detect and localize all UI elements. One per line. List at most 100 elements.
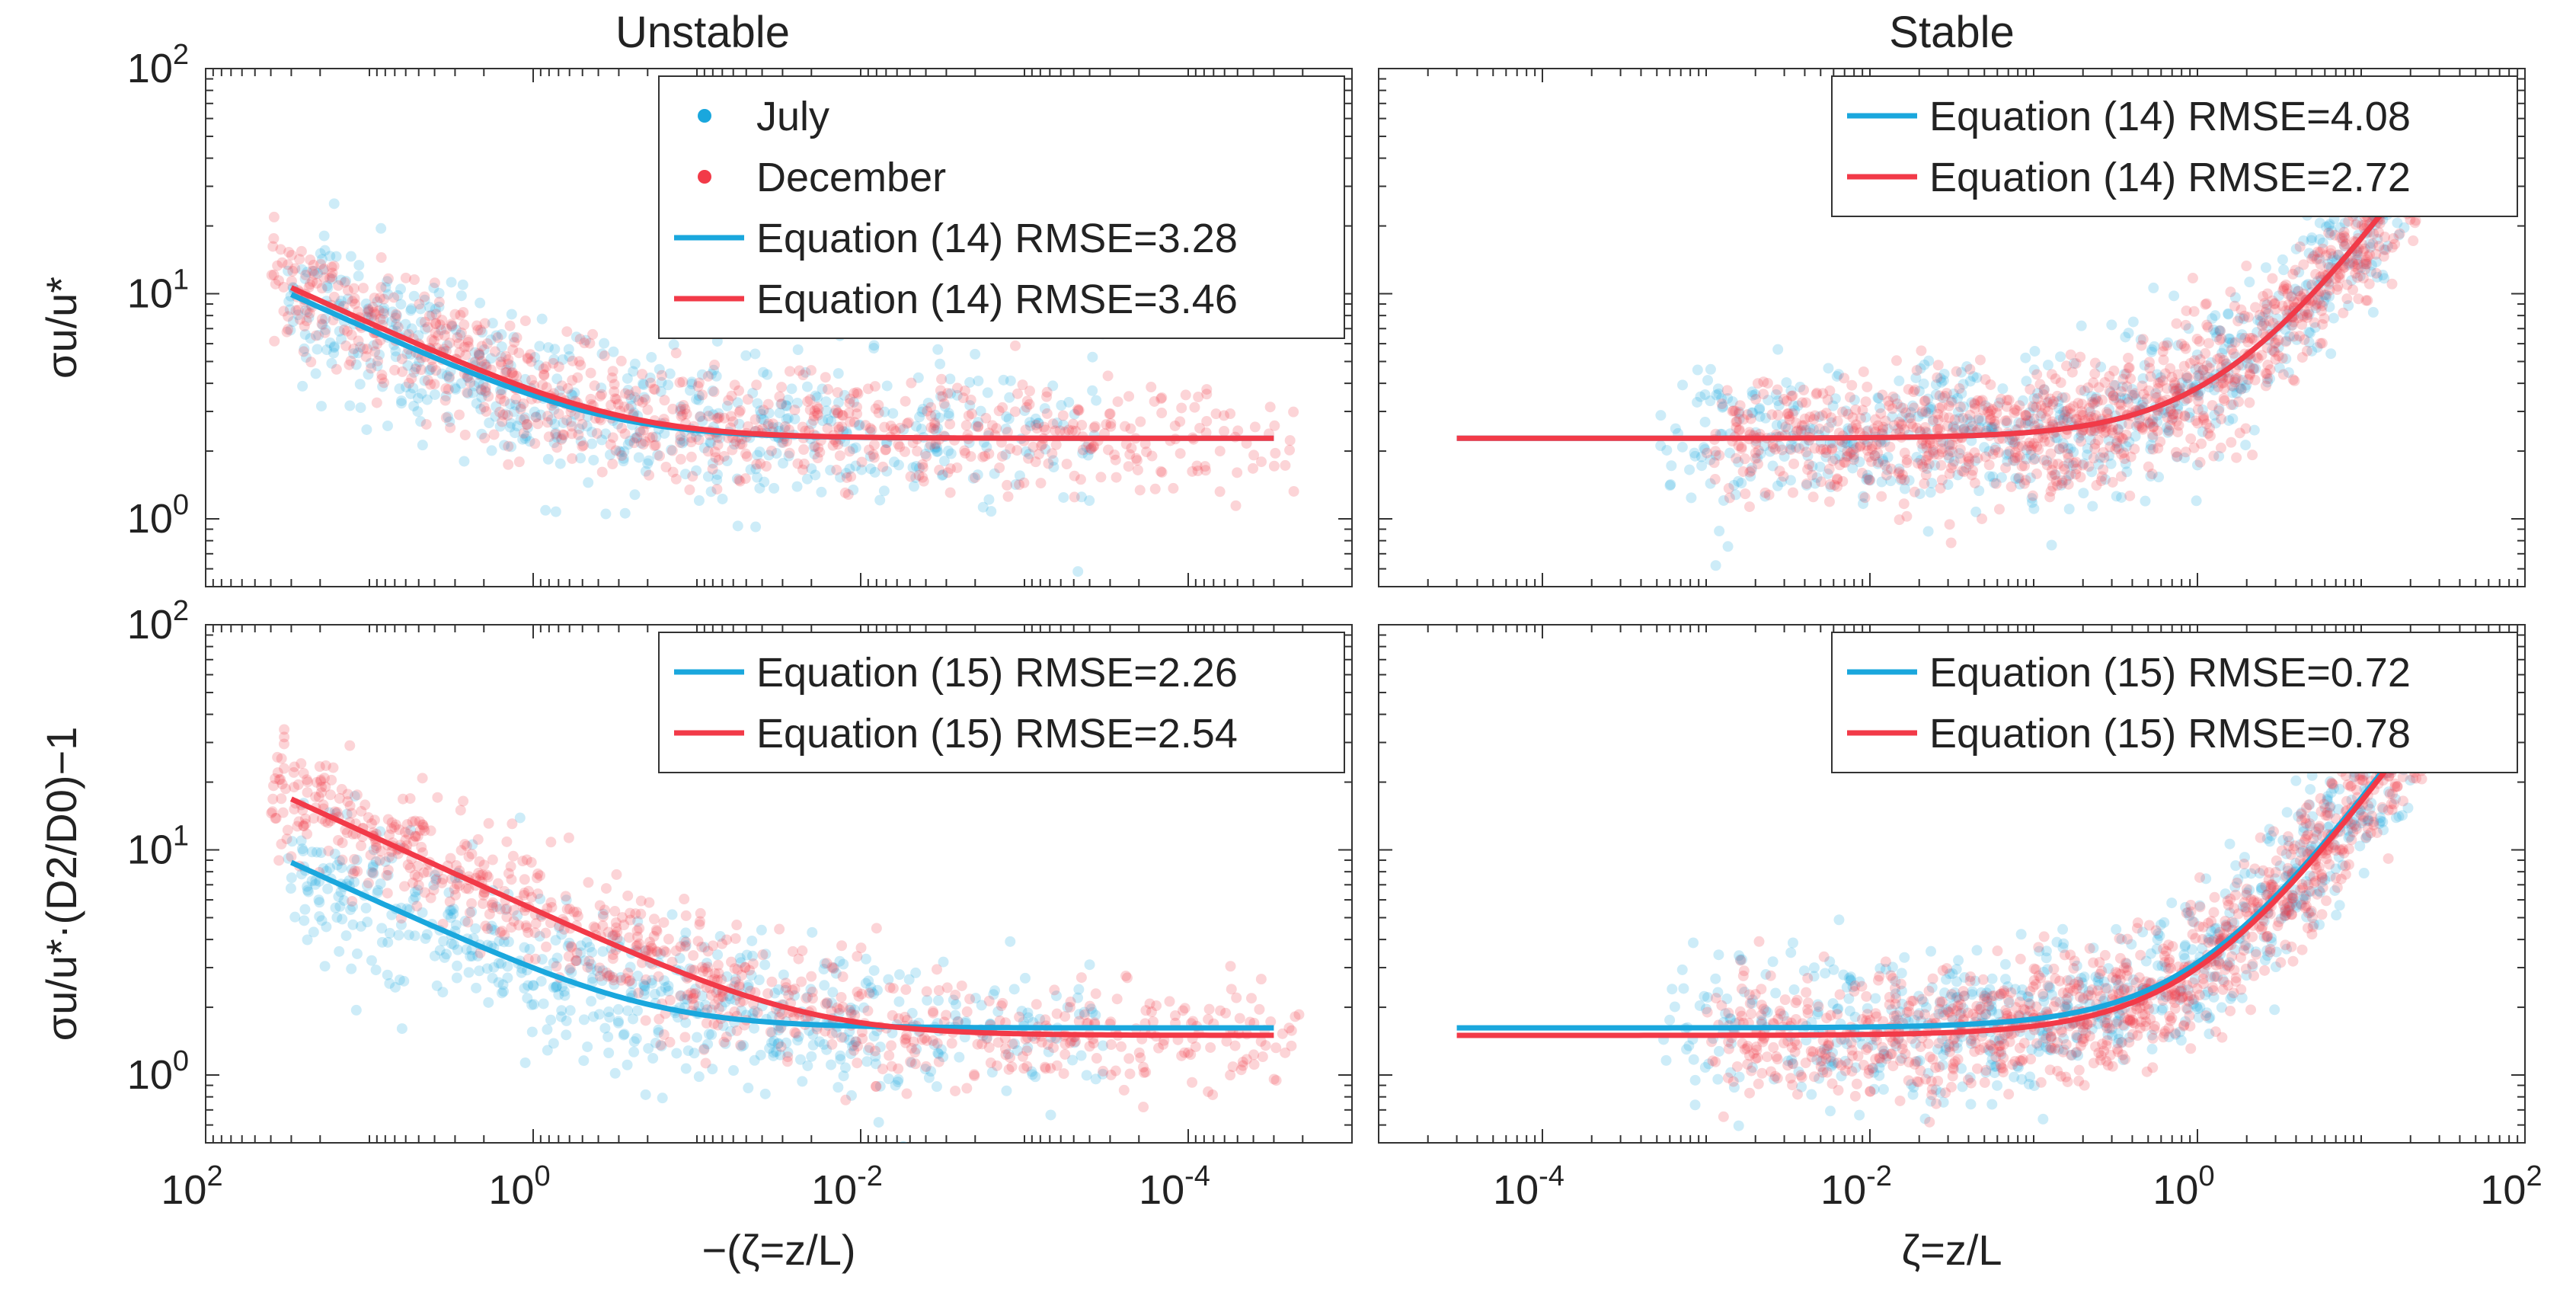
scatter-point [1717,402,1728,413]
scatter-point [1072,566,1084,578]
scatter-point [1825,482,1836,493]
scatter-point [2057,392,2068,403]
scatter-point [1039,1061,1050,1073]
scatter-point [2082,443,2093,454]
scatter-point [810,390,821,402]
scatter-point [1966,424,1977,435]
scatter-point [535,409,546,421]
scatter-point [2043,396,2054,408]
scatter-point [844,398,855,409]
scatter-point [2335,232,2346,243]
scatter-point [2280,336,2292,347]
scatter-point [2003,394,2015,405]
scatter-point [550,981,561,993]
scatter-point [2197,364,2209,376]
scatter-point [2166,414,2178,425]
scatter-point [307,276,318,287]
scatter-point [709,360,721,371]
scatter-point [1746,407,1757,418]
scatter-point [1776,444,1788,456]
scatter-point [349,853,360,865]
scatter-point [518,427,529,439]
scatter-point [2233,396,2245,408]
scatter-point [2182,379,2194,390]
scatter-point [349,791,360,802]
scatter-point [2172,408,2183,420]
scatter-point [594,971,606,982]
model-curve [1456,138,2442,441]
scatter-point [566,428,577,440]
scatter-point [466,897,478,909]
scatter-point [452,332,463,344]
scatter-point [1848,444,1859,456]
scatter-point [513,456,525,468]
scatter-point [1903,475,1915,486]
scatter-point [2133,420,2145,431]
scatter-point [1030,413,1041,424]
scatter-point [2082,382,2094,393]
scatter-point [883,1073,894,1084]
scatter-point [527,980,539,991]
scatter-point [382,864,394,875]
scatter-point [1002,491,1014,502]
scatter-point [2237,375,2248,386]
scatter-point [2037,432,2049,443]
scatter-point [2173,384,2184,395]
scatter-point [518,414,529,425]
scatter-point [2303,326,2315,338]
scatter-point [885,421,896,432]
scatter-point [2353,293,2364,305]
scatter-point [820,396,832,408]
scatter-point [1801,397,1812,408]
scatter-point [646,351,657,363]
scatter-point [1807,491,1819,503]
scatter-point [782,394,794,405]
scatter-point [306,875,318,887]
scatter-point [735,957,746,968]
scatter-point [806,418,817,430]
scatter-point [375,826,386,837]
scatter-point [2394,228,2405,239]
scatter-point [692,381,704,392]
scatter-point [2144,418,2156,429]
scatter-point [2060,409,2071,421]
scatter-point [2013,441,2025,453]
scatter-point [804,1025,815,1036]
scatter-point [1870,414,1881,425]
scatter-point [936,469,948,481]
scatter-point [320,760,331,771]
scatter-point [567,355,578,366]
scatter-point [1987,404,1999,415]
scatter-point [1021,1045,1033,1057]
scatter-point [2121,381,2133,392]
scatter-point [396,395,407,407]
scatter-point [893,969,905,981]
scatter-point [1767,442,1779,453]
scatter-point [2152,410,2163,421]
scatter-point [604,970,615,981]
scatter-point [951,389,963,401]
scatter-point [1134,485,1146,496]
scatter-point [833,368,844,379]
scatter-point [649,988,660,1000]
scatter-point [1922,393,1934,405]
scatter-point [675,941,686,952]
scatter-point [922,994,933,1006]
scatter-point [1722,541,1734,552]
scatter-point [436,368,448,379]
scatter-point [1187,1016,1199,1027]
scatter-point [714,433,725,444]
scatter-point [1120,970,1132,981]
scatter-point [1734,424,1745,435]
scatter-point [625,987,637,998]
scatter-point [1837,475,1849,487]
scatter-point [820,1025,831,1037]
scatter-point [508,370,519,381]
scatter-point [2123,352,2134,363]
scatter-point [1848,438,1859,450]
scatter-point [721,400,733,411]
scatter-point [430,318,442,330]
scatter-point [595,390,606,402]
scatter-point [349,865,360,877]
scatter-layer [266,724,1305,1143]
